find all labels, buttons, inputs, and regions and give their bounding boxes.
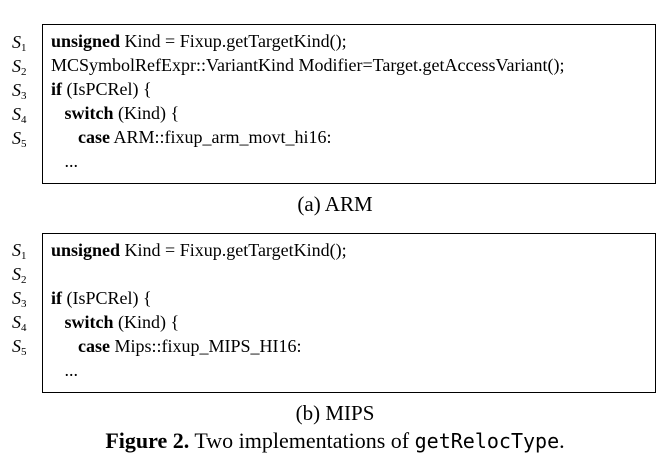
statement-label: S4 (12, 104, 27, 126)
code-line: switch (Kind) { (64, 103, 180, 123)
statement-labels: S1 S2 S3 S4 S5 (12, 238, 46, 358)
subfigure-caption: (a) ARM (297, 192, 373, 216)
code-line: ... (64, 360, 79, 380)
subfigure-caption: (b) MIPS (295, 401, 375, 425)
code-line: case ARM::fixup_arm_movt_hi16: (78, 127, 332, 147)
code-line: if (IsPCRel) { (51, 79, 152, 99)
code-listing-arm: unsigned Kind = Fixup.getTargetKind(); M… (42, 24, 656, 184)
statement-label: S2 (12, 264, 27, 286)
statement-label: S4 (12, 312, 27, 334)
figure-caption-text: Two implementations of (189, 428, 415, 453)
statement-label: S5 (12, 128, 27, 150)
figure-caption-code: getRelocType (414, 429, 560, 453)
statement-label: S3 (12, 288, 27, 310)
code-line: case Mips::fixup_MIPS_HI16: (78, 336, 302, 356)
statement-label: S3 (12, 80, 27, 102)
code-line: if (IsPCRel) { (51, 288, 152, 308)
figure-caption-end: . (559, 428, 565, 453)
figure-caption: Figure 2. Two implementations of getRelo… (0, 428, 670, 454)
statement-labels: S1 S2 S3 S4 S5 (12, 30, 46, 150)
figure-number: Figure 2. (105, 428, 190, 453)
code-line: switch (Kind) { (64, 312, 180, 332)
code-line (51, 262, 655, 286)
statement-label: S1 (12, 32, 27, 54)
statement-label: S2 (12, 56, 27, 78)
statement-label: S5 (12, 336, 27, 358)
code-listing-mips: unsigned Kind = Fixup.getTargetKind(); i… (42, 233, 656, 393)
statement-label: S1 (12, 240, 27, 262)
code-line: ... (64, 151, 79, 171)
code-line: unsigned Kind = Fixup.getTargetKind(); (51, 240, 347, 260)
code-line: unsigned Kind = Fixup.getTargetKind(); (51, 31, 347, 51)
code-line: MCSymbolRefExpr::VariantKind Modifier=Ta… (51, 55, 565, 75)
